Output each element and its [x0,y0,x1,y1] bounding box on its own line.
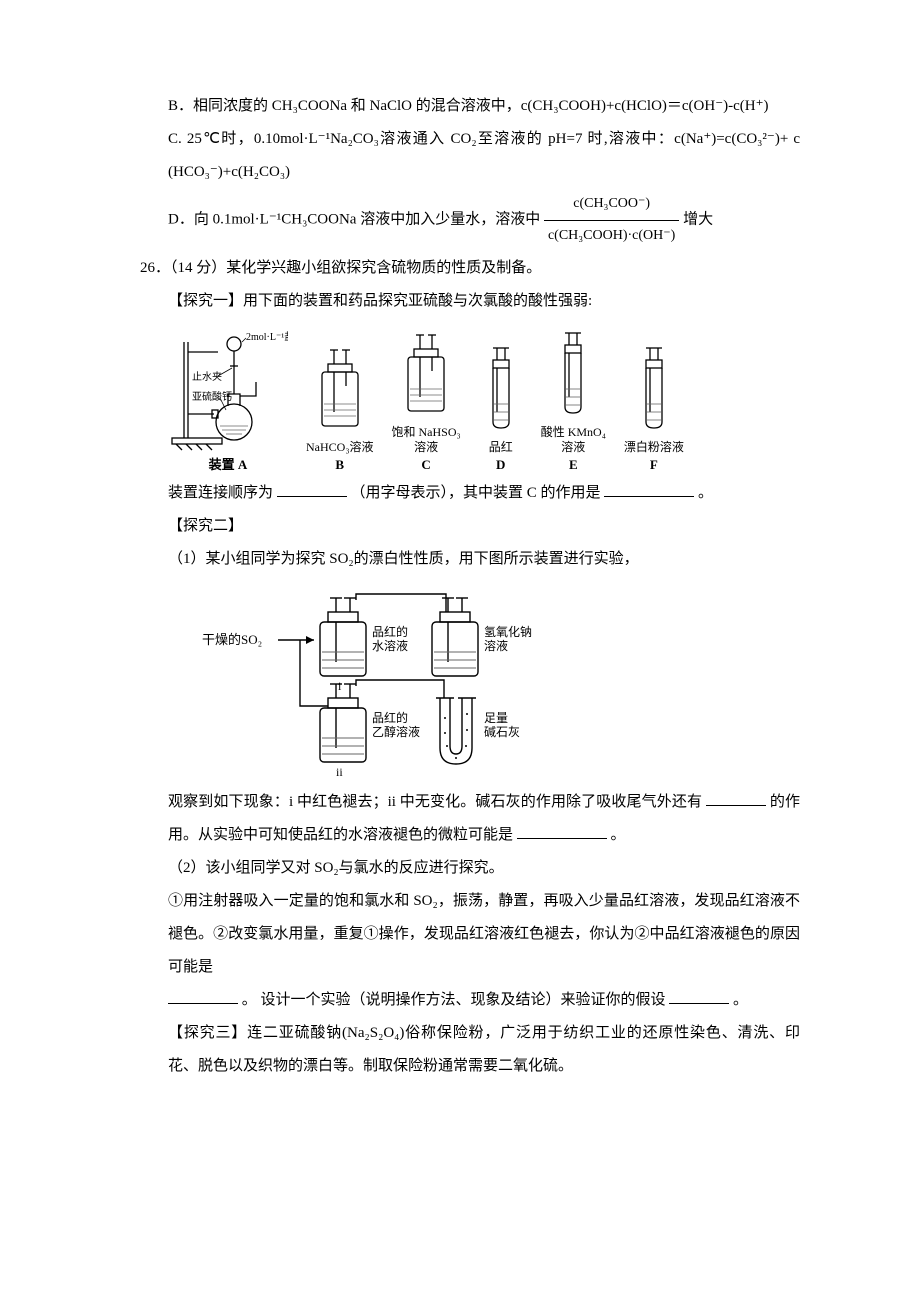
exp2-p3: ①用注射器吸入一定量的饱和氯水和 SO₂，振荡，静置，再吸入少量品红溶液，发现品… [140,885,800,984]
apparatus-a-label: 装置 A [209,454,248,473]
exp2-obs-pre: 观察到如下现象：i 中红色褪去；ii 中无变化。碱石灰的作用除了吸收尾气外还有 [168,794,702,810]
fraction-denominator: c(CH₃COOH)·c(OH⁻) [544,221,679,252]
option-d-fraction: c(CH₃COO⁻) c(CH₃COOH)·c(OH⁻) [544,189,679,252]
diag2-b3a: 品红的 [372,710,408,725]
apparatus-b-letter: B [335,457,344,473]
exp2-observation: 观察到如下现象：i 中红色褪去；ii 中无变化。碱石灰的作用除了吸收尾气外还有 … [140,786,800,852]
blank-design [669,988,729,1004]
apparatus-f-label: 漂白粉溶液 [624,440,684,455]
apparatus-row: 2mol·L⁻¹盐酸 止水夹 亚硫酸钙 装置 A [140,318,800,477]
option-b: B．相同浓度的 CH₃COONa 和 NaClO 的混合溶液中，c(CH₃COO… [140,90,800,123]
blank-c-purpose [604,481,694,497]
exp2-p1: （1）某小组同学为探究 SO₂的漂白性性质，用下图所示装置进行实验， [140,543,800,576]
diag2-b1b: 水溶液 [372,638,408,653]
diag2-inlet-label: 干燥的SO₂ [202,632,262,647]
fraction-numerator: c(CH₃COO⁻) [544,189,679,221]
exp1-q-mid: （用字母表示），其中装置 C 的作用是 [351,485,601,501]
apparatus-c-letter: C [421,457,430,473]
apparatus-e-letter: E [569,457,578,473]
exp3-title: 【探究三】连二亚硫酸钠(Na₂S₂O₄)俗称保险粉，广泛用于纺织工业的还原性染色… [140,1017,800,1083]
apparatus-a-anno1: 2mol·L⁻¹盐酸 [246,330,288,343]
apparatus-d-letter: D [496,457,505,473]
exp2-obs-end: 。 [611,827,626,843]
exp2-p4-end: 。 [733,992,748,1008]
exp2-title: 【探究二】 [140,510,800,543]
apparatus-b: NaHCO₃溶液 B [306,346,374,473]
exp1-q-pre: 装置连接顺序为 [168,485,273,501]
blank-reason [168,988,238,1004]
exp2-diagram: 干燥的SO₂ 品红的 水溶液 i [140,576,800,786]
diag2-b4b: 碱石灰 [484,725,520,739]
exp2-p2: （2）该小组同学又对 SO₂与氯水的反应进行探究。 [140,852,800,885]
apparatus-e-label2: 溶液 [561,440,585,454]
apparatus-a-anno3: 亚硫酸钙 [192,390,232,403]
apparatus-e-label: 酸性 KMnO₄ 溶液 [541,425,606,455]
blank-particle [517,823,607,839]
apparatus-e: 酸性 KMnO₄ 溶液 E [541,331,606,473]
apparatus-c-label1: 饱和 NaHSO₃ [392,425,461,439]
apparatus-c-label2: 溶液 [414,440,438,454]
apparatus-d: 品红 D [479,346,523,473]
question-26-stem: 26．（14 分）某化学兴趣小组欲探究含硫物质的性质及制备。 [140,252,800,285]
option-d: D．向 0.1mol·L⁻¹CH₃COONa 溶液中加入少量水，溶液中 c(CH… [140,189,800,252]
apparatus-f-letter: F [650,457,658,473]
exp1-title: 【探究一】用下面的装置和药品探究亚硫酸与次氯酸的酸性强弱: [140,285,800,318]
exp1-question: 装置连接顺序为 （用字母表示），其中装置 C 的作用是 。 [140,477,800,510]
exp1-q-end: 。 [698,485,713,501]
option-d-pre: D．向 0.1mol·L⁻¹CH₃COONa 溶液中加入少量水，溶液中 [168,212,540,228]
diag2-b2a: 氢氧化钠 [484,624,532,639]
option-d-post: 增大 [683,212,713,228]
apparatus-c-label: 饱和 NaHSO₃ 溶液 [392,425,461,455]
diag2-b3b: 乙醇溶液 [372,724,420,739]
exp2-p4: 。 设计一个实验（说明操作方法、现象及结论）来验证你的假设 。 [140,984,800,1017]
apparatus-a-anno2: 止水夹 [192,370,222,383]
apparatus-e-label1: 酸性 KMnO₄ [541,425,606,439]
apparatus-c: 饱和 NaHSO₃ 溶液 C [392,331,461,473]
apparatus-d-label: 品红 [489,440,513,455]
diag2-b2b: 溶液 [484,638,508,653]
blank-order [277,481,347,497]
diag2-b4a: 足量 [484,711,508,725]
apparatus-b-label: NaHCO₃溶液 [306,440,374,455]
blank-lime-purpose [706,790,766,806]
diag2-b1a: 品红的 [372,624,408,639]
diag2-b1i: i [338,679,342,693]
apparatus-f: 漂白粉溶液 F [624,346,684,473]
option-c: C. 25℃时，0.10mol·L⁻¹Na₂CO₃溶液通入 CO₂至溶液的 pH… [140,123,800,189]
diag2-b3ii: ii [336,765,343,778]
exp2-p4-mid: 。 设计一个实验（说明操作方法、现象及结论）来验证你的假设 [242,992,666,1008]
page: B．相同浓度的 CH₃COONa 和 NaClO 的混合溶液中，c(CH₃COO… [0,0,920,1302]
apparatus-a: 2mol·L⁻¹盐酸 止水夹 亚硫酸钙 装置 A [168,322,288,473]
